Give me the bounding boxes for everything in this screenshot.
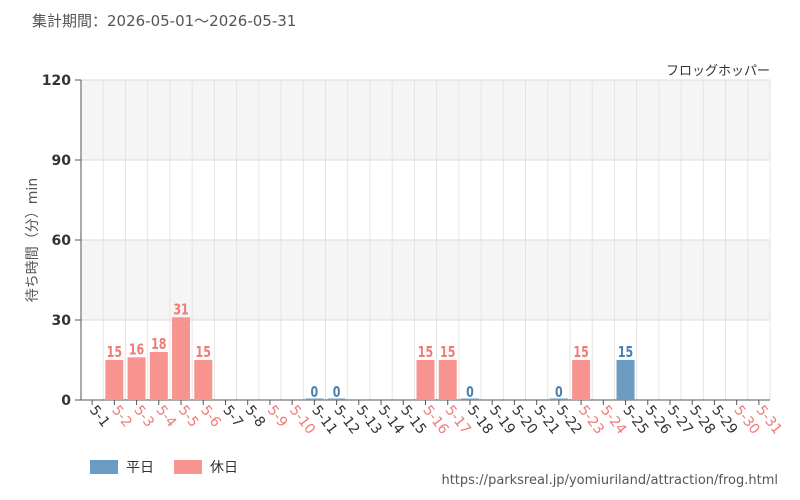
- x-tick-label: 5-6: [197, 403, 224, 431]
- x-tick-label: 5-8: [242, 403, 269, 431]
- data-label: 0: [466, 384, 474, 401]
- bar: [305, 398, 324, 400]
- data-label: 15: [573, 344, 588, 361]
- legend-item-holiday: 休日: [174, 457, 238, 477]
- bar: [416, 360, 435, 400]
- bar: [549, 398, 568, 400]
- x-tick-label: 5-9: [264, 403, 291, 431]
- x-tick-label: 5-1: [86, 403, 113, 431]
- legend-label-weekday: 平日: [126, 460, 154, 476]
- legend-label-holiday: 休日: [210, 460, 238, 476]
- data-label: 0: [333, 384, 341, 401]
- y-axis-label: 待ち時間（分）min: [25, 178, 41, 302]
- data-label: 31: [173, 301, 188, 318]
- plot-band: [81, 240, 770, 320]
- plot-bands: [81, 80, 770, 320]
- bar: [194, 360, 213, 400]
- bar: [105, 360, 124, 400]
- data-label: 0: [555, 384, 563, 401]
- plot-band: [81, 80, 770, 160]
- data-label: 16: [129, 341, 144, 358]
- x-tick-label: 5-3: [130, 403, 157, 431]
- bar: [438, 360, 457, 400]
- x-tick-label: 5-5: [175, 403, 202, 431]
- bar: [172, 317, 191, 400]
- data-label: 18: [151, 336, 166, 353]
- chart-title: フロッグホッパー: [666, 64, 770, 79]
- x-tick-label: 5-7: [219, 403, 246, 431]
- data-label: 15: [196, 344, 211, 361]
- legend-swatch-weekday: [90, 460, 118, 474]
- y-tick-label: 60: [52, 233, 72, 249]
- source-url: https://parksreal.jp/yomiuriland/attract…: [441, 473, 778, 488]
- data-label: 15: [107, 344, 122, 361]
- x-tick-label: 5-2: [108, 403, 135, 431]
- data-label: 15: [440, 344, 455, 361]
- bar: [149, 352, 168, 400]
- y-tick-label: 120: [42, 73, 71, 89]
- bar: [616, 360, 635, 400]
- data-label: 15: [418, 344, 433, 361]
- period-label: 集計期間：2026-05-01～2026-05-31: [32, 12, 297, 30]
- data-label: 15: [618, 344, 633, 361]
- legend-swatch-holiday: [174, 460, 202, 474]
- x-tick-label: 5-4: [153, 403, 180, 431]
- bar: [127, 357, 146, 400]
- bar: [572, 360, 591, 400]
- x-tick-labels: 5-15-25-35-45-55-65-75-85-95-105-115-125…: [86, 403, 785, 438]
- bars: [105, 317, 635, 400]
- y-tick-label: 0: [61, 393, 71, 409]
- bar: [460, 398, 479, 400]
- y-tick-label: 30: [52, 313, 72, 329]
- y-tick-labels: 0 30 60 90 120: [42, 73, 71, 409]
- data-label: 0: [311, 384, 319, 401]
- legend-item-weekday: 平日: [90, 457, 154, 477]
- bar: [327, 398, 346, 400]
- y-tick-label: 90: [52, 153, 72, 169]
